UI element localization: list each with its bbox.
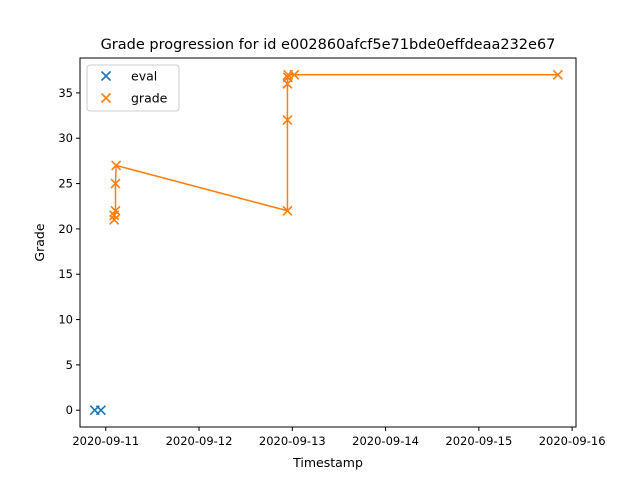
y-tick-label: 10 — [58, 313, 73, 327]
legend-marker-eval — [100, 70, 112, 82]
series-eval — [89, 405, 106, 416]
y-tick-label: 35 — [58, 86, 73, 100]
x-axis-label: Timestamp — [292, 455, 363, 470]
data-point-grade — [282, 115, 293, 126]
legend-label-grade: grade — [131, 91, 168, 106]
legend-label-eval: eval — [131, 69, 157, 84]
x-tick-label: 2020-09-15 — [445, 434, 512, 448]
data-point-eval — [95, 405, 106, 416]
y-tick-label: 5 — [66, 358, 73, 372]
legend-marker-grade — [100, 92, 112, 104]
x-tick-label: 2020-09-14 — [352, 434, 419, 448]
data-point-grade — [111, 160, 122, 171]
series-grade — [109, 69, 563, 225]
x-tick-label: 2020-09-13 — [259, 434, 326, 448]
legend-frame — [86, 64, 180, 112]
y-axis-label: Grade — [32, 223, 47, 261]
y-tick-label: 0 — [66, 403, 73, 417]
data-point-grade — [552, 69, 563, 80]
data-point-grade — [282, 205, 293, 216]
data-point-grade — [109, 214, 120, 225]
x-tick-label: 2020-09-11 — [72, 434, 139, 448]
chart-title: Grade progression for id e002860afcf5e71… — [101, 37, 556, 53]
y-tick-label: 20 — [58, 222, 73, 236]
x-axis: 2020-09-11 2020-09-12 2020-09-13 2020-09-14… — [72, 427, 606, 448]
y-axis: 0 5 10 15 20 25 30 35 — [58, 86, 80, 417]
data-point-grade — [110, 178, 121, 189]
legend: eval grade — [86, 64, 180, 112]
x-tick-label: 2020-09-12 — [166, 434, 233, 448]
data-point-grade — [289, 69, 300, 80]
data-point-grade — [282, 72, 293, 83]
axes-frame — [79, 57, 577, 428]
x-tick-label: 2020-09-16 — [539, 434, 606, 448]
y-tick-label: 15 — [58, 267, 73, 281]
y-tick-label: 30 — [58, 131, 73, 145]
plot-area — [89, 69, 563, 416]
y-tick-label: 25 — [58, 177, 73, 191]
data-point-grade — [110, 205, 121, 216]
